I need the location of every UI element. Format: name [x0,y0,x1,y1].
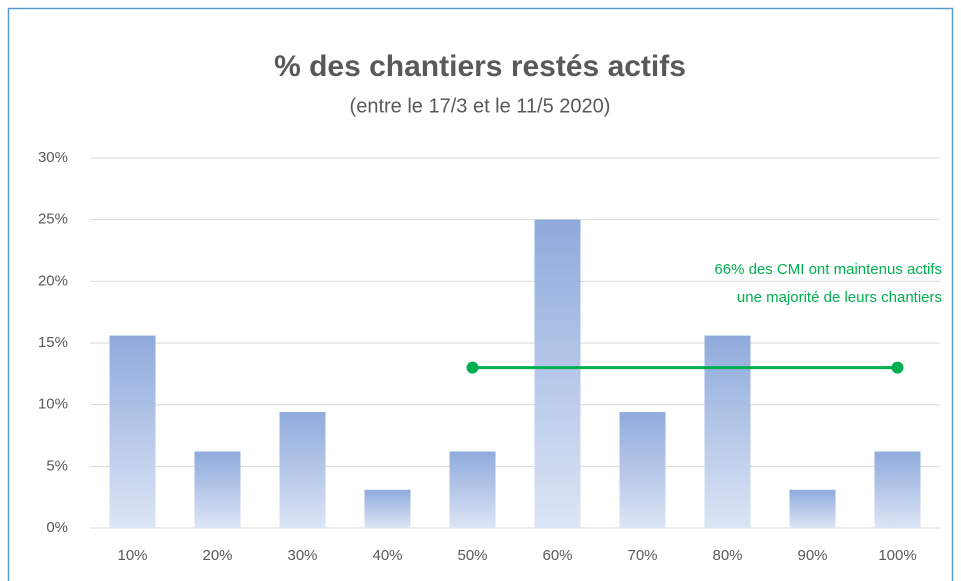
annotation-text: une majorité de leurs chantiers [737,289,942,306]
x-tick-label: 90% [797,547,827,564]
annotation-dot [891,361,904,374]
bar [789,489,836,528]
bar [279,412,326,528]
y-tick-label: 10% [38,396,68,413]
y-tick-label: 20% [38,272,68,289]
annotation-dot [466,361,479,374]
x-tick-label: 60% [542,547,572,564]
x-tick-label: 20% [202,547,232,564]
x-tick-label: 40% [372,547,402,564]
x-tick-label: 70% [627,547,657,564]
bar [364,489,411,528]
x-tick-label: 50% [457,547,487,564]
x-tick-label: 100% [878,547,916,564]
x-tick-label: 10% [117,547,147,564]
bar [534,219,581,528]
y-tick-label: 15% [38,334,68,351]
chart-title: % des chantiers restés actifs [274,50,686,83]
y-tick-label: 0% [46,519,68,536]
annotation-text: 66% des CMI ont maintenus actifs [714,261,942,278]
y-tick-label: 30% [38,149,68,166]
bar [109,335,156,528]
chart-subtitle: (entre le 17/3 et le 11/5 2020) [350,95,611,117]
bar [619,412,666,528]
y-tick-label: 25% [38,211,68,228]
x-tick-label: 80% [712,547,742,564]
bar [449,451,496,528]
y-tick-label: 5% [46,457,68,474]
bar [874,451,921,528]
bar [704,335,751,528]
x-tick-label: 30% [287,547,317,564]
bar [194,451,241,528]
chart-border [7,7,954,581]
